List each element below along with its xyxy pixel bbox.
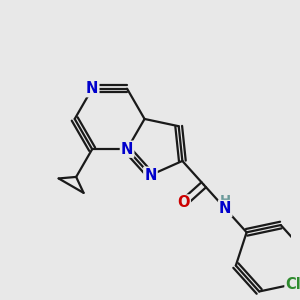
Text: N: N (144, 168, 157, 183)
Text: N: N (219, 201, 231, 216)
Text: H: H (220, 194, 231, 207)
Text: N: N (86, 81, 98, 96)
Text: N: N (121, 142, 133, 157)
Text: O: O (177, 195, 190, 210)
Text: Cl: Cl (286, 277, 300, 292)
